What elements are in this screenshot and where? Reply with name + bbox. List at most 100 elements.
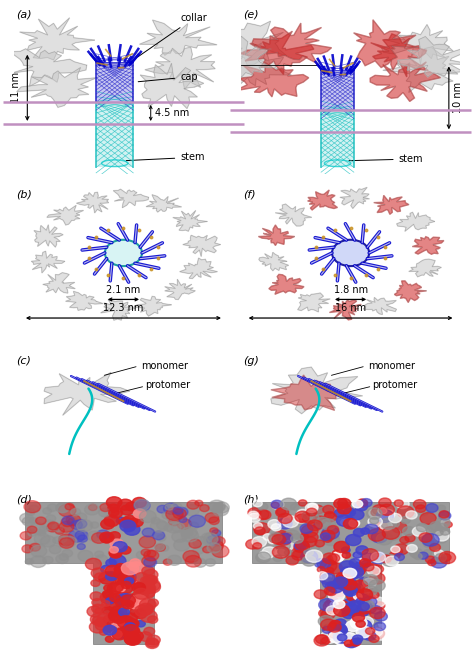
Circle shape xyxy=(155,544,165,551)
Circle shape xyxy=(193,537,209,548)
Circle shape xyxy=(330,602,338,608)
Circle shape xyxy=(114,566,123,572)
Polygon shape xyxy=(10,49,87,87)
Circle shape xyxy=(394,553,404,560)
Circle shape xyxy=(291,504,299,510)
Circle shape xyxy=(315,540,324,547)
Circle shape xyxy=(276,508,289,517)
Circle shape xyxy=(107,583,122,594)
Circle shape xyxy=(39,526,48,533)
Circle shape xyxy=(201,533,218,545)
Polygon shape xyxy=(383,47,458,93)
Circle shape xyxy=(275,549,286,557)
Circle shape xyxy=(342,633,357,643)
Circle shape xyxy=(183,551,199,562)
Bar xyxy=(96,62,133,102)
Circle shape xyxy=(437,535,447,543)
Circle shape xyxy=(61,518,73,527)
Circle shape xyxy=(59,554,68,560)
Circle shape xyxy=(355,560,370,572)
Circle shape xyxy=(248,511,259,519)
Circle shape xyxy=(436,517,450,528)
Circle shape xyxy=(132,583,146,593)
Circle shape xyxy=(301,525,318,537)
Polygon shape xyxy=(47,206,83,225)
Circle shape xyxy=(146,638,158,647)
Polygon shape xyxy=(409,259,441,277)
Circle shape xyxy=(320,574,336,585)
Circle shape xyxy=(349,519,360,527)
Text: monomer: monomer xyxy=(368,361,415,371)
Circle shape xyxy=(285,539,300,550)
Circle shape xyxy=(109,548,121,557)
Circle shape xyxy=(328,590,345,602)
Circle shape xyxy=(314,590,326,599)
Circle shape xyxy=(53,537,63,544)
Circle shape xyxy=(304,549,313,556)
Circle shape xyxy=(127,619,139,628)
Circle shape xyxy=(331,551,345,561)
Circle shape xyxy=(365,567,374,574)
Circle shape xyxy=(119,518,134,528)
Circle shape xyxy=(185,555,201,567)
Circle shape xyxy=(29,518,37,524)
Circle shape xyxy=(334,577,347,587)
Circle shape xyxy=(123,576,138,587)
Circle shape xyxy=(116,517,126,524)
Circle shape xyxy=(143,579,160,591)
Circle shape xyxy=(388,520,400,528)
Circle shape xyxy=(139,587,148,593)
Circle shape xyxy=(334,604,350,616)
Circle shape xyxy=(355,551,371,562)
Circle shape xyxy=(89,505,97,510)
Circle shape xyxy=(47,504,57,511)
Circle shape xyxy=(364,575,378,585)
Circle shape xyxy=(138,603,154,614)
Circle shape xyxy=(127,626,140,636)
Circle shape xyxy=(106,497,122,508)
Circle shape xyxy=(342,603,359,616)
Circle shape xyxy=(85,558,101,570)
Circle shape xyxy=(30,556,46,568)
Circle shape xyxy=(255,527,265,535)
Circle shape xyxy=(328,562,343,574)
Circle shape xyxy=(121,562,138,575)
Circle shape xyxy=(367,566,380,576)
Circle shape xyxy=(108,504,119,512)
Circle shape xyxy=(344,640,353,646)
Circle shape xyxy=(374,612,387,621)
Circle shape xyxy=(300,533,309,539)
Circle shape xyxy=(328,603,340,613)
Circle shape xyxy=(439,511,451,520)
Circle shape xyxy=(401,516,410,524)
Circle shape xyxy=(349,640,358,646)
Polygon shape xyxy=(271,375,346,411)
Polygon shape xyxy=(374,195,409,214)
Text: 16 nm: 16 nm xyxy=(335,304,366,313)
Circle shape xyxy=(78,551,93,562)
Circle shape xyxy=(109,508,123,518)
Circle shape xyxy=(212,545,229,557)
Circle shape xyxy=(165,504,173,510)
Circle shape xyxy=(419,533,432,542)
Circle shape xyxy=(118,625,132,635)
Text: cap: cap xyxy=(138,72,198,82)
Circle shape xyxy=(194,558,206,567)
Polygon shape xyxy=(269,275,304,294)
Circle shape xyxy=(323,533,339,545)
Circle shape xyxy=(97,530,109,539)
Circle shape xyxy=(305,503,318,512)
Circle shape xyxy=(402,526,415,535)
Circle shape xyxy=(118,499,133,510)
Polygon shape xyxy=(100,300,135,320)
Polygon shape xyxy=(329,300,361,320)
Circle shape xyxy=(331,585,347,597)
Circle shape xyxy=(328,581,340,590)
Circle shape xyxy=(343,568,356,578)
Circle shape xyxy=(94,573,106,581)
Circle shape xyxy=(333,588,343,596)
Circle shape xyxy=(269,533,282,542)
Circle shape xyxy=(324,587,335,595)
Circle shape xyxy=(325,512,335,518)
Circle shape xyxy=(106,600,121,611)
